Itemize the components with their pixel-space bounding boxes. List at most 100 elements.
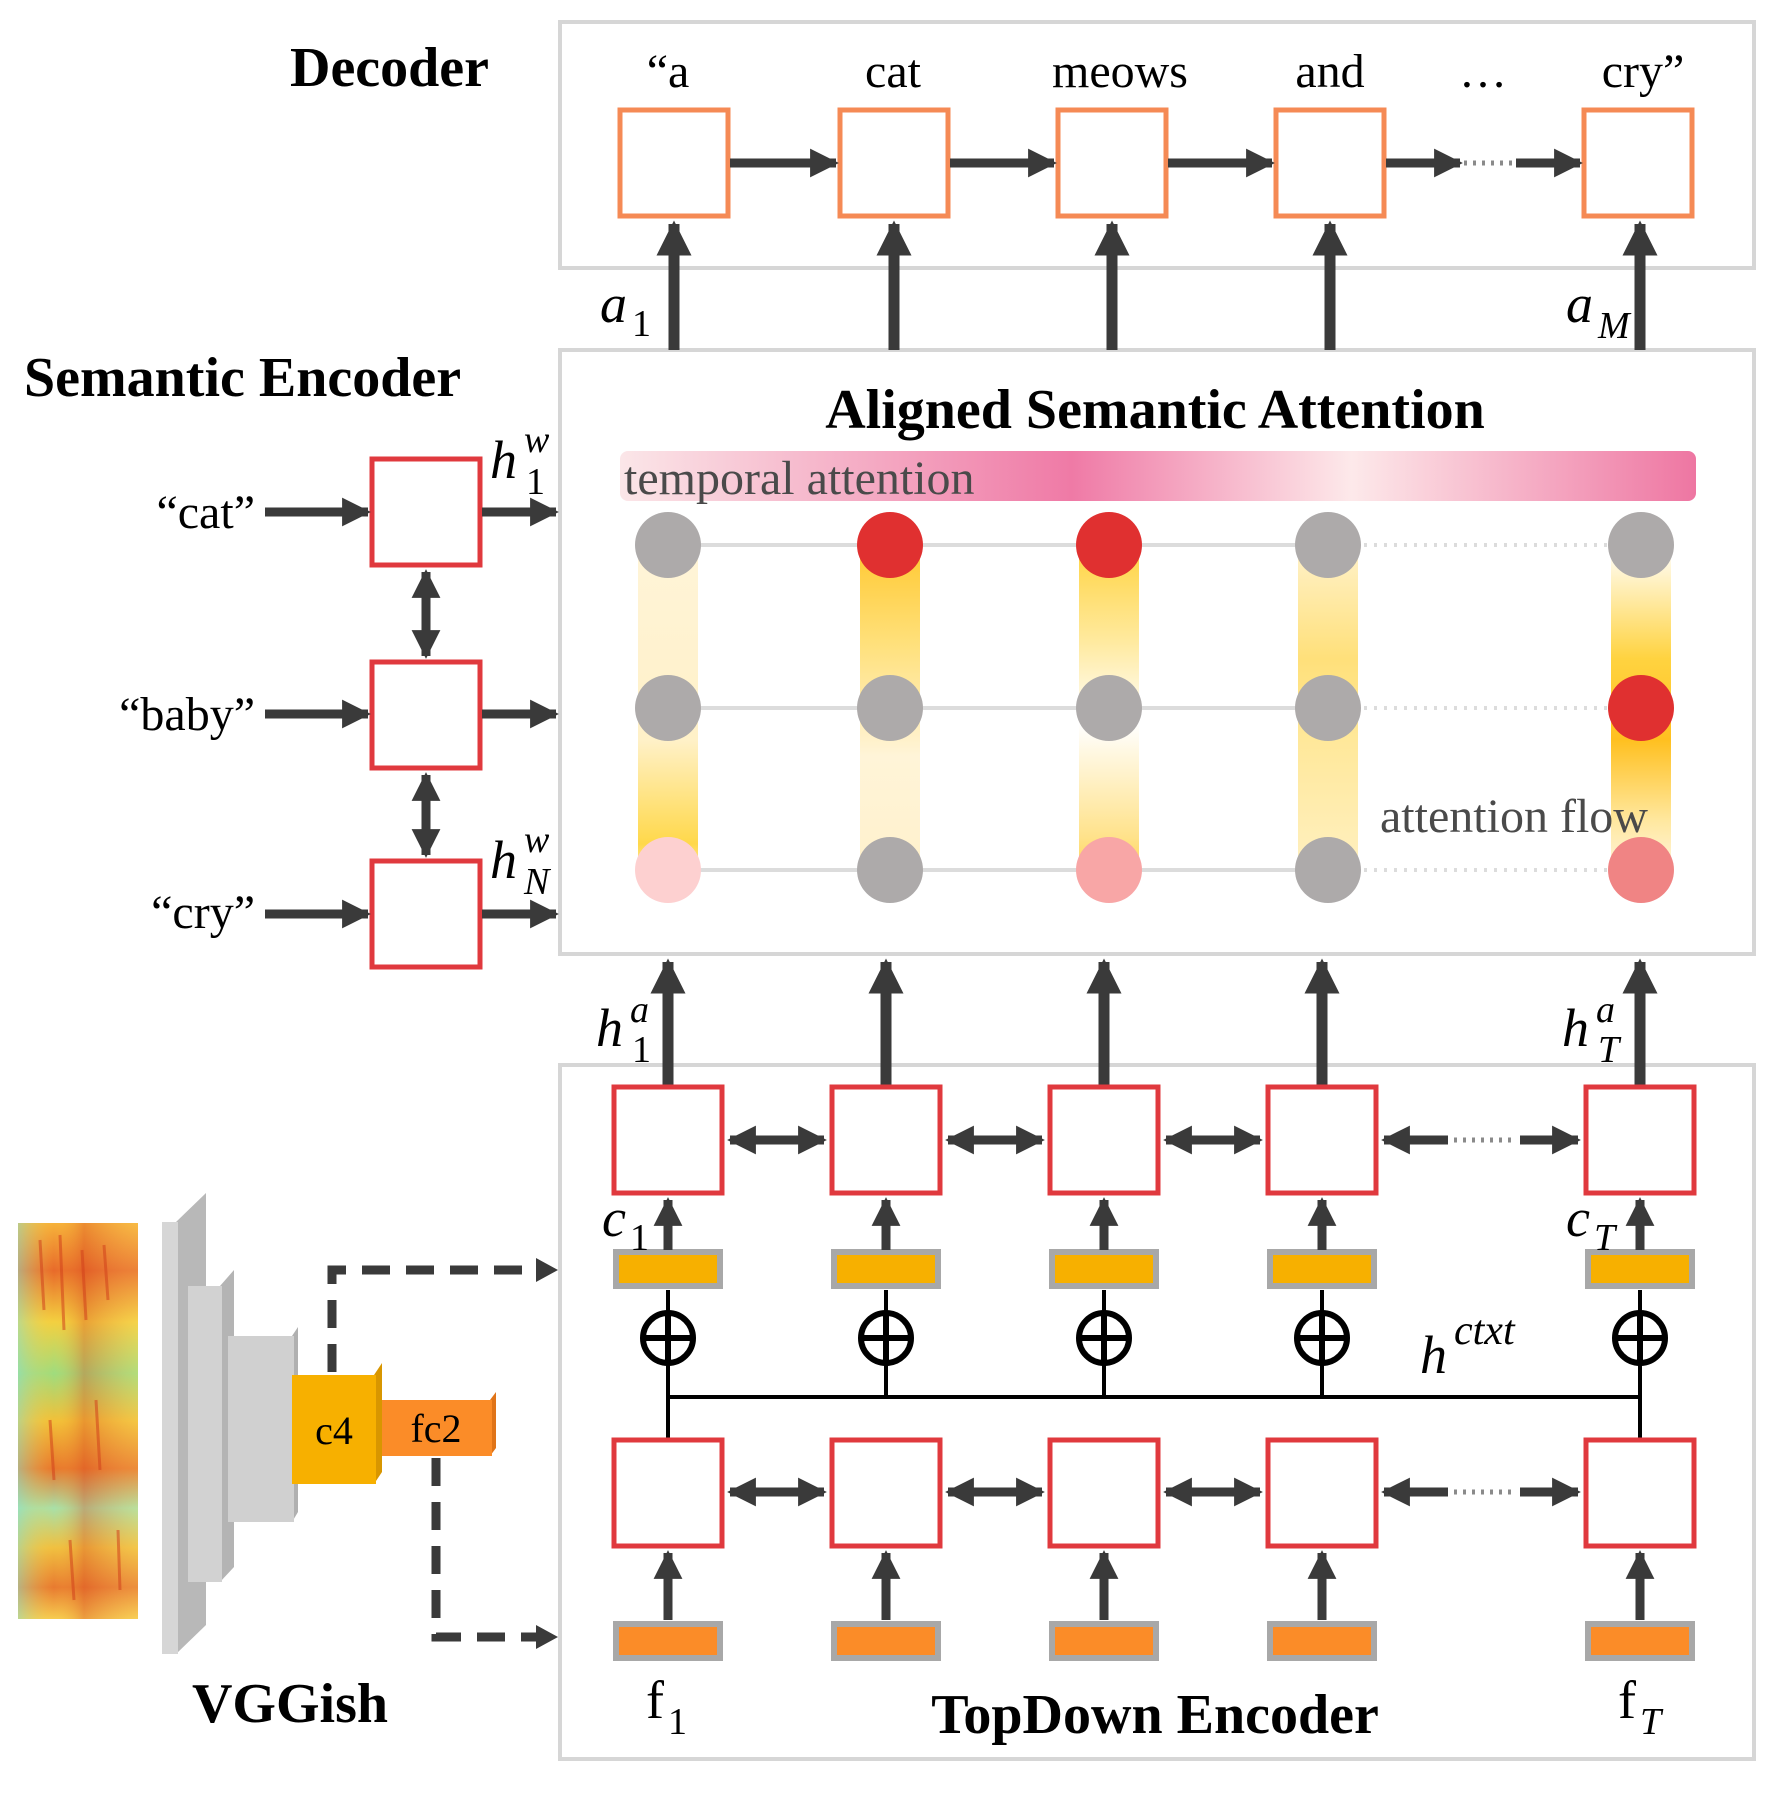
- semantic-arrows: [265, 497, 559, 929]
- svg-text:ctxt: ctxt: [1454, 1308, 1516, 1354]
- decoder-word: meows: [1052, 45, 1188, 98]
- decoder-word: and: [1295, 45, 1364, 98]
- attention-node: [857, 675, 923, 741]
- oplus-crosses: [643, 1313, 1665, 1363]
- attention-node: [1295, 512, 1361, 578]
- svg-text:N: N: [523, 861, 552, 903]
- label-c1: c 1: [602, 1188, 649, 1259]
- attention-node: [1295, 675, 1361, 741]
- svg-text:w: w: [524, 819, 550, 861]
- svg-text:1: 1: [526, 461, 545, 503]
- svg-text:1: 1: [630, 1217, 649, 1259]
- temporal-attention-bar: [620, 451, 1696, 501]
- svg-text:a: a: [1596, 989, 1615, 1031]
- svg-text:f: f: [646, 1670, 664, 1730]
- frame-feature-bar: [1049, 1621, 1159, 1661]
- topdown-upper-cell: [1047, 1084, 1161, 1196]
- topdown-upper-cells: [611, 1084, 1697, 1196]
- attention-grid-dots: [1364, 543, 1610, 872]
- decoder-cell: [1055, 107, 1169, 219]
- topdown-to-attention-arrows: [650, 958, 1658, 1095]
- attention-node: [635, 837, 701, 903]
- topdown-upper-cell: [611, 1084, 725, 1196]
- topdown-lower-cell: [829, 1437, 943, 1549]
- frame-feature-bar: [831, 1621, 941, 1661]
- topdown-upper-cell: [1265, 1084, 1379, 1196]
- decoder-word: “a: [647, 45, 690, 98]
- vggish-fc2-label: fc2: [410, 1406, 461, 1451]
- topdown-lower-cell: [1583, 1437, 1697, 1549]
- topdown-lower-cell: [611, 1437, 725, 1549]
- label-fT: f T: [1618, 1670, 1664, 1743]
- frame-feature-bar: [613, 1621, 723, 1661]
- svg-text:c: c: [602, 1188, 626, 1248]
- decoder-cell: [1273, 107, 1387, 219]
- topdown-lower-cell: [1265, 1437, 1379, 1549]
- attention-panel: [558, 348, 1756, 956]
- label-cT: c T: [1566, 1188, 1618, 1259]
- frame-features: [613, 1621, 1695, 1661]
- svg-text:a: a: [630, 989, 649, 1031]
- label-hTa: h a T: [1562, 989, 1622, 1071]
- semantic-cell: [369, 659, 483, 771]
- semantic-input-word: “cry”: [151, 886, 255, 939]
- decoder-title: Decoder: [290, 37, 489, 99]
- svg-text:1: 1: [632, 1029, 651, 1071]
- attention-node: [1076, 837, 1142, 903]
- svg-text:w: w: [524, 419, 550, 461]
- spectrogram-image: [18, 1223, 138, 1619]
- decoder-panel: [558, 20, 1756, 270]
- label-h1a: h a 1: [596, 989, 651, 1071]
- attention-node: [1076, 675, 1142, 741]
- decoder-word: cat: [865, 45, 922, 98]
- svg-text:T: T: [1640, 1701, 1664, 1743]
- label-a1: a 1: [600, 274, 651, 345]
- attention-node: [857, 837, 923, 903]
- svg-text:h: h: [1420, 1325, 1447, 1385]
- semantic-cells: [369, 456, 483, 970]
- svg-text:1: 1: [632, 303, 651, 345]
- svg-text:h: h: [1562, 998, 1589, 1058]
- svg-text:1: 1: [668, 1701, 687, 1743]
- vggish-title: VGGish: [192, 1673, 388, 1735]
- semantic-cell: [369, 858, 483, 970]
- attention-node: [1076, 512, 1142, 578]
- context-feature-bar: [831, 1249, 941, 1289]
- vggish-c4-block: [292, 1375, 376, 1484]
- decoder-cell: [1581, 107, 1695, 219]
- topdown-upper-cell: [1583, 1084, 1697, 1196]
- svg-text:a: a: [1566, 274, 1593, 334]
- topdown-encoder-title: TopDown Encoder: [931, 1684, 1379, 1746]
- label-aM: a M: [1566, 274, 1632, 347]
- attention-node: [635, 512, 701, 578]
- context-feature-bar: [1585, 1249, 1695, 1289]
- attention-flow-label: attention flow: [1380, 790, 1648, 843]
- label-f1: f 1: [646, 1670, 687, 1743]
- context-features: [613, 1249, 1695, 1289]
- vggish-fc2-block: [382, 1400, 492, 1456]
- decoder-cell: [617, 107, 731, 219]
- label-hctxt: h ctxt: [1420, 1308, 1516, 1385]
- vggish-network: c4 fc2: [162, 1193, 496, 1654]
- decoder-word: cry”: [1602, 45, 1685, 98]
- context-to-upper-arrows: [653, 1197, 1655, 1250]
- attention-node: [1608, 675, 1674, 741]
- attention-grid-lines: [668, 543, 1330, 872]
- topdown-upper-cell: [829, 1084, 943, 1196]
- frame-feature-bar: [1585, 1621, 1695, 1661]
- vggish-dashed-arrowheads: [536, 1258, 558, 1649]
- context-feature-bar: [1267, 1249, 1377, 1289]
- semantic-cell: [369, 456, 483, 568]
- attention-nodes: [635, 512, 1674, 903]
- attention-node: [1295, 837, 1361, 903]
- frame-to-lower-arrows: [653, 1550, 1655, 1620]
- topdown-lower-cell: [1047, 1437, 1161, 1549]
- svg-text:f: f: [1618, 1670, 1636, 1730]
- svg-text:h: h: [490, 830, 517, 890]
- semantic-encoder-title: Semantic Encoder: [24, 347, 461, 409]
- label-hNw: h w N: [490, 819, 552, 903]
- semantic-input-word: “cat”: [156, 486, 255, 539]
- attention-node: [1608, 837, 1674, 903]
